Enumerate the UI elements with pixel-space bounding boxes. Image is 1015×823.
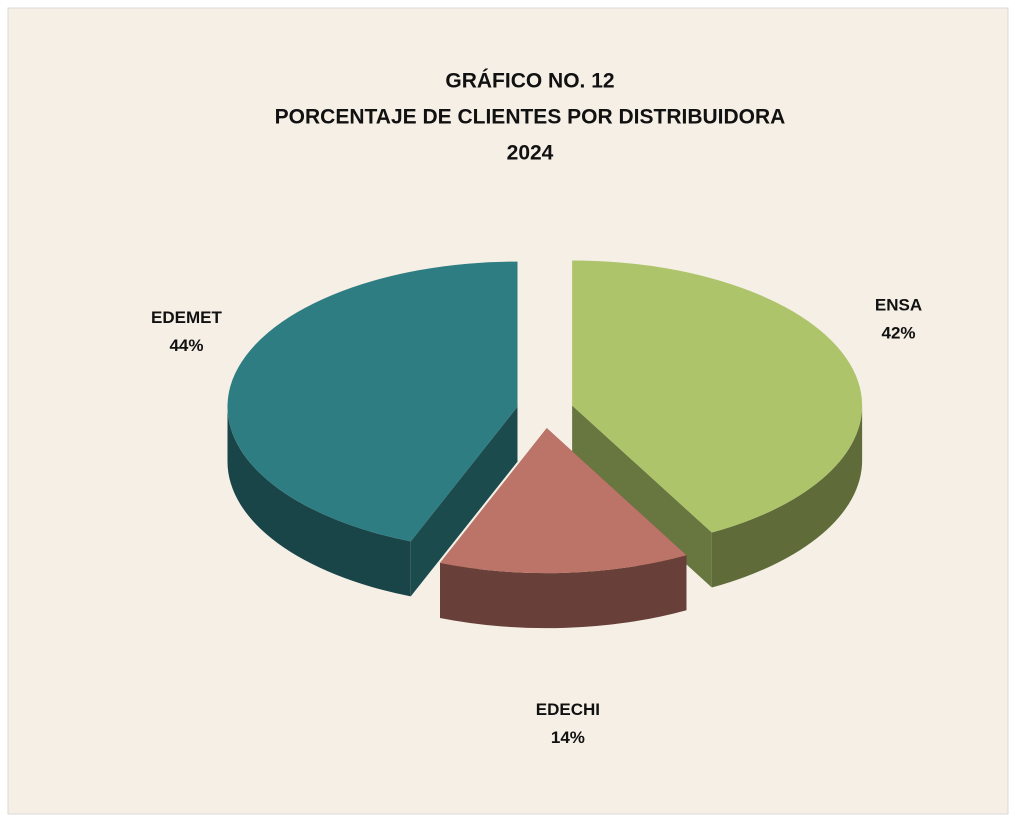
data-label-name: EDEMET [151, 308, 222, 327]
chart-title: 2024 [507, 142, 554, 165]
slice-side [227, 406, 411, 597]
data-label-name: ENSA [875, 296, 922, 315]
data-label-value: 42% [882, 324, 916, 343]
slice [440, 428, 687, 574]
chart-title: PORCENTAJE DE CLIENTES POR DISTRIBUIDORA [275, 106, 786, 129]
data-label-name: EDECHI [536, 700, 600, 719]
slice [572, 260, 863, 533]
data-label-value: 44% [169, 336, 203, 355]
slice-wall [572, 405, 712, 588]
data-label-value: 14% [551, 728, 585, 747]
chart-title: GRÁFICO NO. 12 [445, 70, 614, 93]
slice-side [711, 405, 863, 588]
slice [227, 261, 518, 542]
slice-side [440, 555, 687, 629]
slice-wall [410, 406, 518, 597]
